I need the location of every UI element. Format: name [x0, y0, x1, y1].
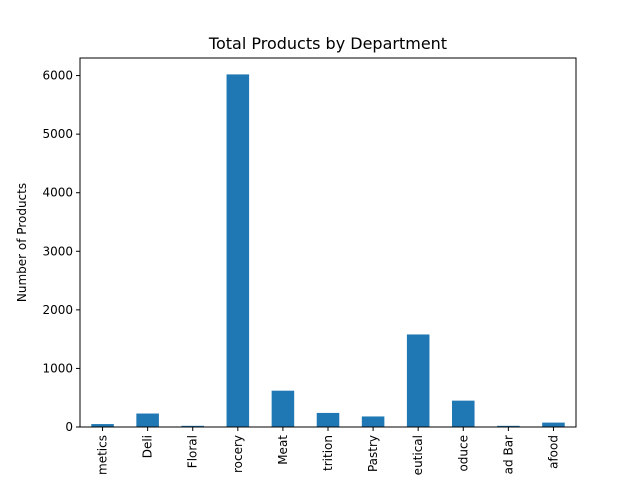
axes-frame — [79, 57, 577, 428]
x-tick-label-produce: oduce — [456, 435, 470, 472]
bar-floral — [181, 425, 204, 427]
y-tick-label-3000: 3000 — [42, 244, 73, 258]
x-tick-label-floral: Floral — [186, 435, 200, 468]
y-tick-label-1000: 1000 — [42, 361, 73, 375]
x-tick-label-cosmetics: metics — [96, 435, 110, 475]
bar-pharmaceutical — [406, 334, 430, 427]
x-tick-label-nutrition: trition — [321, 435, 335, 471]
y-tick-label-2000: 2000 — [42, 303, 73, 317]
y-axis-ticks: 0 1000 2000 3000 4000 5000 6000 — [42, 69, 80, 434]
bar-cosmetics — [91, 424, 114, 427]
bar-salad-bar — [497, 425, 520, 427]
bars-group — [91, 74, 565, 428]
x-tick-label-salad-bar: ad Bar — [501, 435, 515, 474]
bar-deli — [136, 413, 159, 427]
x-axis-ticks: metics Deli Floral rocery Meat trition Pastry e… — [96, 427, 560, 475]
x-tick-label-pastry: Pastry — [366, 435, 380, 472]
bar-pastry — [361, 416, 385, 427]
bar-grocery — [226, 74, 250, 428]
y-tick-label-6000: 6000 — [42, 69, 73, 83]
y-tick-label-5000: 5000 — [42, 127, 73, 141]
bar-seafood — [542, 422, 565, 427]
y-tick-label-4000: 4000 — [42, 186, 73, 200]
bar-produce — [452, 400, 475, 427]
y-tick-label-0: 0 — [65, 420, 73, 434]
x-tick-label-grocery: rocery — [231, 435, 245, 473]
x-tick-label-meat: Meat — [276, 435, 290, 465]
x-tick-label-seafood: afood — [546, 435, 560, 469]
bar-meat — [271, 390, 295, 427]
x-tick-label-deli: Deli — [141, 435, 155, 458]
x-tick-label-pharmaceutical: eutical — [411, 435, 425, 475]
bar-nutrition — [316, 412, 340, 427]
y-axis-label: Number of Products — [15, 183, 29, 302]
chart-title: Total Products by Department — [208, 34, 447, 53]
